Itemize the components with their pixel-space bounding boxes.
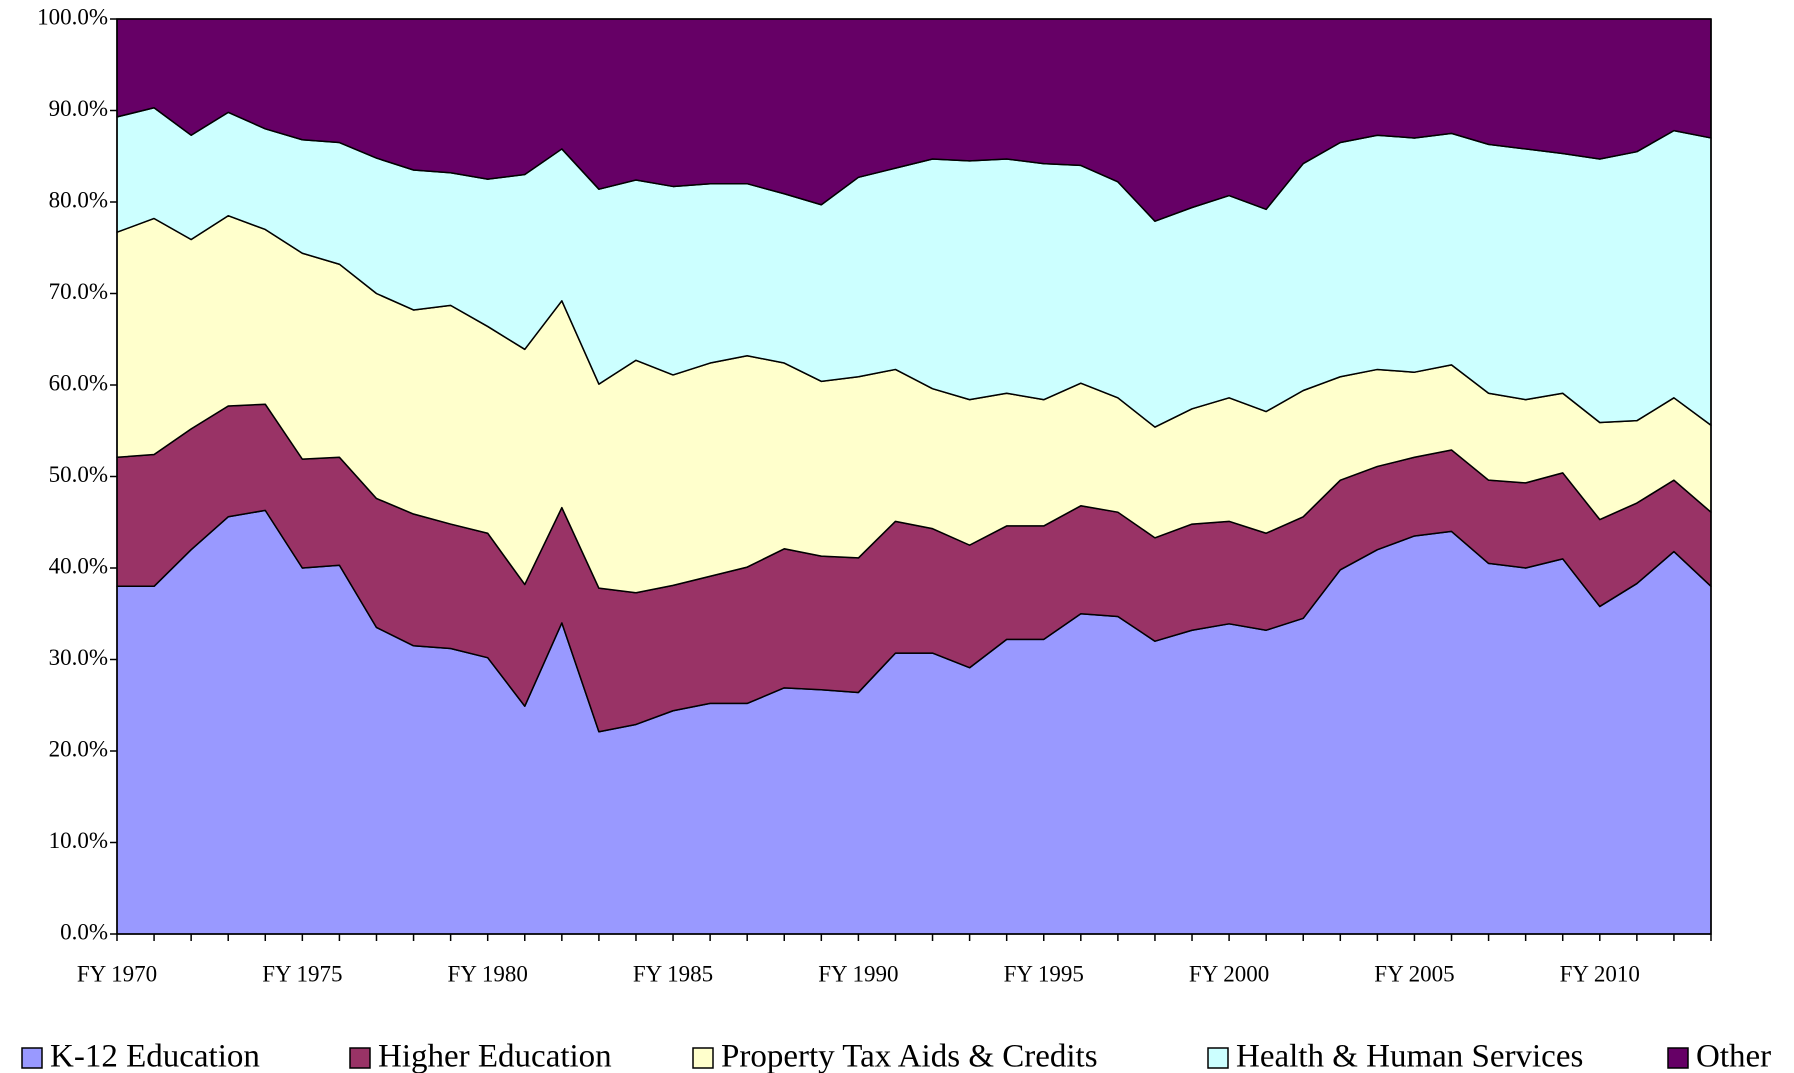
- x-tick-label: FY 1980: [448, 961, 528, 986]
- y-tick-label: 100.0%: [37, 4, 108, 29]
- legend-label: Other: [1696, 1039, 1771, 1073]
- legend-label: K-12 Education: [50, 1039, 260, 1073]
- x-tick-label: FY 2005: [1374, 961, 1454, 986]
- x-tick-label: FY 1975: [262, 961, 342, 986]
- legend-label: Property Tax Aids & Credits: [721, 1039, 1098, 1073]
- y-tick-label: 80.0%: [49, 187, 108, 212]
- y-tick-label: 20.0%: [49, 736, 108, 761]
- y-tick-label: 70.0%: [49, 279, 108, 304]
- x-tick-label: FY 1995: [1004, 961, 1084, 986]
- y-tick-label: 0.0%: [60, 919, 108, 944]
- legend-swatch: [21, 1047, 43, 1069]
- legend-swatch: [1667, 1047, 1689, 1069]
- x-tick-label: FY 2010: [1560, 961, 1640, 986]
- legend-swatch: [1207, 1047, 1229, 1069]
- x-tick-label: FY 1970: [77, 961, 157, 986]
- x-tick-label: FY 2000: [1189, 961, 1269, 986]
- y-tick-label: 30.0%: [49, 645, 108, 670]
- y-tick-label: 60.0%: [49, 370, 108, 395]
- legend-label: Health & Human Services: [1236, 1039, 1583, 1073]
- legend-label: Higher Education: [378, 1039, 612, 1073]
- x-tick-label: FY 1985: [633, 961, 713, 986]
- y-tick-label: 90.0%: [49, 96, 108, 121]
- legend-swatch: [349, 1047, 371, 1069]
- y-tick-label: 50.0%: [49, 462, 108, 487]
- y-tick-label: 40.0%: [49, 553, 108, 578]
- y-tick-label: 10.0%: [49, 828, 108, 853]
- legend-swatch: [692, 1047, 714, 1069]
- x-tick-label: FY 1990: [818, 961, 898, 986]
